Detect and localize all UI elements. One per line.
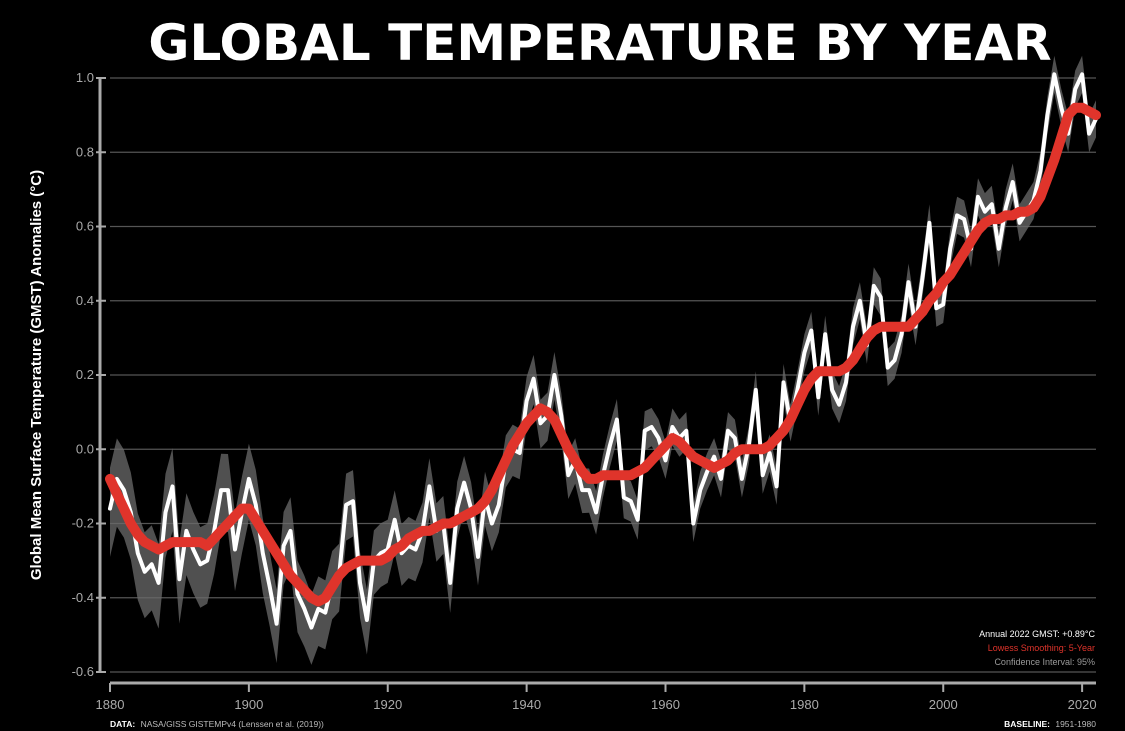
y-tick-label: 0.2	[76, 367, 94, 382]
y-tick-label: 0.0	[76, 441, 94, 456]
legend-smoothing: Lowess Smoothing: 5-Year	[988, 643, 1095, 653]
axes	[98, 78, 1096, 685]
x-tick-label: 1900	[234, 697, 263, 712]
y-tick-label: 1.0	[76, 70, 94, 85]
legend: Annual 2022 GMST: +0.89°C Lowess Smoothi…	[979, 629, 1095, 667]
footer-baseline: BASELINE: 1951-1980	[1004, 719, 1096, 729]
smoothing-line	[105, 102, 1101, 607]
y-tick-labels: -0.6 -0.4 -0.2 0.0 0.2 0.4 0.6 0.8 1.0	[72, 70, 94, 679]
footer-data-text: NASA/GISS GISTEMPv4 (Lenssen et al. (201…	[141, 719, 324, 729]
y-tick-label: 0.4	[76, 293, 94, 308]
x-tick-label: 1940	[512, 697, 541, 712]
confidence-band	[110, 55, 1096, 665]
y-axis-label: Global Mean Surface Temperature (GMST) A…	[28, 170, 45, 580]
footer-baseline-text: 1951-1980	[1055, 719, 1096, 729]
y-tick-label: -0.4	[72, 590, 94, 605]
y-tick-label: -0.6	[72, 664, 94, 679]
footer-data-label: DATA:	[110, 719, 135, 729]
x-tick-labels: 1880 1900 1920 1940 1960 1980 2000 2020	[96, 683, 1097, 712]
legend-confidence: Confidence Interval: 95%	[994, 657, 1095, 667]
x-tick-label: 1920	[373, 697, 402, 712]
x-tick-label: 2020	[1068, 697, 1097, 712]
footer: DATA: NASA/GISS GISTEMPv4 (Lenssen et al…	[110, 719, 1096, 729]
footer-baseline-label: BASELINE:	[1004, 719, 1050, 729]
y-tick-label: 0.6	[76, 219, 94, 234]
x-tick-label: 2000	[929, 697, 958, 712]
x-tick-label: 1960	[651, 697, 680, 712]
chart-title: GLOBAL TEMPERATURE BY YEAR	[148, 14, 1051, 72]
legend-annual: Annual 2022 GMST: +0.89°C	[979, 629, 1095, 639]
y-tick-label: 0.8	[76, 144, 94, 159]
x-tick-label: 1980	[790, 697, 819, 712]
y-tick-label: -0.2	[72, 516, 94, 531]
footer-data: DATA: NASA/GISS GISTEMPv4 (Lenssen et al…	[110, 719, 324, 729]
x-tick-label: 1880	[96, 697, 125, 712]
